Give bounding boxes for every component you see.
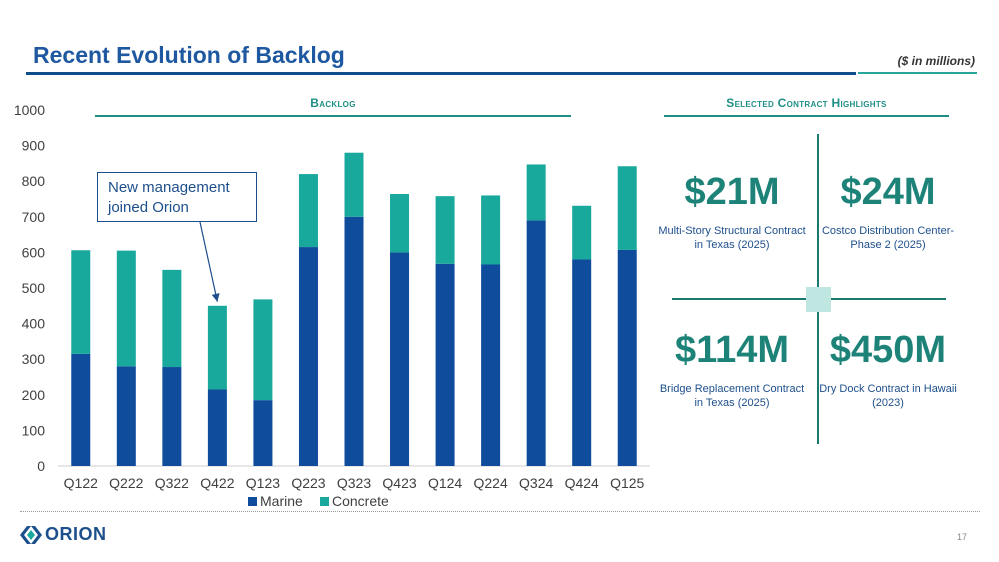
highlight-amount: $21M <box>684 171 780 213</box>
units-underline <box>858 72 977 74</box>
bar-marine-q324 <box>526 220 546 466</box>
bar-concrete-q122 <box>71 250 91 354</box>
bar-marine-q423 <box>390 252 410 466</box>
y-tick-label: 1000 <box>14 102 45 118</box>
x-tick-label: Q324 <box>519 475 553 491</box>
annotation-arrowhead <box>211 293 220 302</box>
highlights-center-square <box>806 287 831 312</box>
bar-concrete-q422 <box>207 305 227 390</box>
legend-label-marine: Marine <box>260 493 303 509</box>
highlight-tile-4: $450M Dry Dock Contract in Hawaii (2023) <box>813 330 963 410</box>
x-tick-label: Q122 <box>64 475 98 491</box>
x-tick-label: Q124 <box>428 475 462 491</box>
highlight-description: Costco Distribution Center- Phase 2 (202… <box>821 225 955 251</box>
orion-logo: ORION <box>20 524 107 545</box>
bar-marine-q224 <box>481 264 501 466</box>
highlight-description: Multi-Story Structural Contract in Texas… <box>658 225 806 251</box>
footer-divider <box>20 511 980 512</box>
bar-marine-q223 <box>298 247 318 466</box>
y-tick-label: 800 <box>22 173 46 189</box>
annotation-arrow-line <box>199 221 218 302</box>
annotation-callout: New management joined Orion <box>97 172 257 222</box>
x-tick-label: Q222 <box>109 475 143 491</box>
units-note: ($ in millions) <box>897 54 975 68</box>
backlog-chart: 0 100 200 300 400 500 600 700 800 900 1000 Q122 Q222… <box>14 102 650 509</box>
highlights-heading-rule <box>664 115 949 117</box>
bar-concrete-q324 <box>526 164 546 221</box>
bar-concrete-q322 <box>162 269 182 368</box>
orion-logo-text: ORION <box>45 524 107 544</box>
highlight-amount: $24M <box>840 171 936 213</box>
x-tick-label: Q224 <box>473 475 507 491</box>
bar-marine-q125 <box>617 249 637 466</box>
y-tick-label: 500 <box>22 280 46 296</box>
highlight-description: Bridge Replacement Contract in Texas (20… <box>659 383 805 409</box>
bar-marine-q323 <box>344 216 364 466</box>
highlights-heading: Selected Contract Highlights <box>726 96 887 110</box>
bar-concrete-q223 <box>298 174 318 248</box>
page-title: Recent Evolution of Backlog <box>33 42 345 68</box>
highlight-amount: $450M <box>829 329 947 371</box>
x-tick-label: Q422 <box>200 475 234 491</box>
bar-marine-q222 <box>116 366 136 466</box>
bar-marine-q422 <box>207 389 227 466</box>
x-tick-label: Q123 <box>246 475 280 491</box>
y-tick-label: 0 <box>37 458 45 474</box>
y-tick-label: 900 <box>22 138 46 154</box>
y-tick-label: 400 <box>22 316 46 332</box>
bar-concrete-q125 <box>617 166 637 250</box>
legend-label-concrete: Concrete <box>332 493 389 509</box>
title-underline <box>26 72 856 75</box>
highlight-description: Dry Dock Contract in Hawaii (2023) <box>819 383 957 409</box>
bar-concrete-q124 <box>435 196 455 264</box>
bar-concrete-q224 <box>481 195 501 265</box>
x-tick-label: Q424 <box>565 475 599 491</box>
highlight-tile-1: $21M Multi-Story Structural Contract in … <box>657 172 807 252</box>
x-tick-label: Q323 <box>337 475 371 491</box>
y-tick-label: 200 <box>22 387 46 403</box>
backlog-heading: Backlog <box>310 96 356 110</box>
bar-concrete-q424 <box>572 205 592 260</box>
highlight-tile-2: $24M Costco Distribution Center- Phase 2… <box>813 172 963 252</box>
bar-concrete-q323 <box>344 152 364 217</box>
bar-marine-q122 <box>71 353 91 466</box>
legend-swatch-marine <box>248 497 257 506</box>
bar-marine-q124 <box>435 263 455 466</box>
x-tick-label: Q125 <box>610 475 644 491</box>
legend-swatch-concrete <box>320 497 329 506</box>
bar-marine-q123 <box>253 400 273 466</box>
orion-logo-mark-icon <box>20 525 42 544</box>
backlog-heading-rule <box>95 115 571 117</box>
y-tick-label: 700 <box>22 209 46 225</box>
y-tick-label: 100 <box>22 422 46 438</box>
x-tick-label: Q223 <box>291 475 325 491</box>
bar-marine-q424 <box>572 259 592 466</box>
x-tick-label: Q423 <box>382 475 416 491</box>
bar-concrete-q123 <box>253 299 273 401</box>
bar-concrete-q423 <box>390 194 410 253</box>
bar-concrete-q222 <box>116 250 136 367</box>
bar-marine-q322 <box>162 367 182 466</box>
page-number: 17 <box>956 532 967 542</box>
y-tick-label: 300 <box>22 351 46 367</box>
highlight-amount: $114M <box>674 329 790 371</box>
x-tick-label: Q322 <box>155 475 189 491</box>
y-tick-label: 600 <box>22 244 46 260</box>
highlight-tile-3: $114M Bridge Replacement Contract in Tex… <box>657 330 807 410</box>
